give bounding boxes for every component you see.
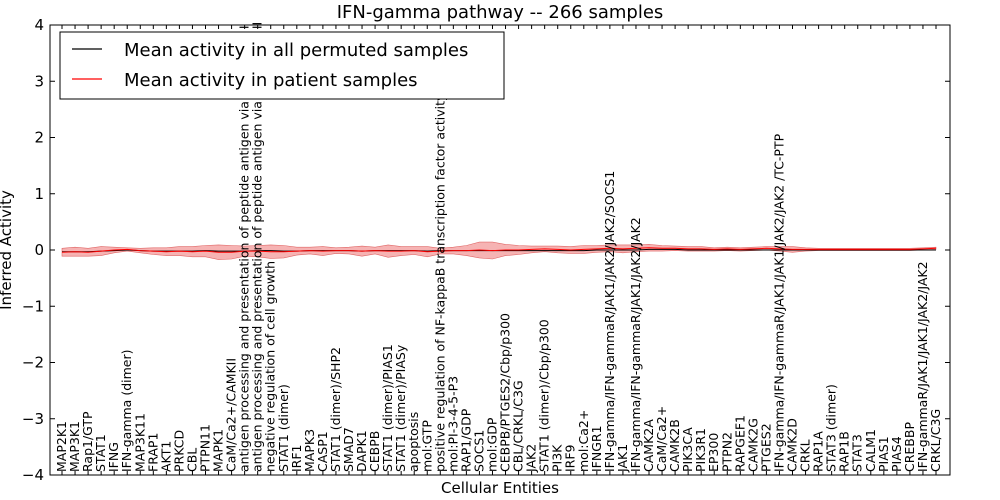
- x-tick-label: IFNGR1: [589, 425, 604, 472]
- x-tick-label: IFN-gamma/IFN-gammaR/JAK1/JAK2/JAK2: [628, 217, 643, 472]
- x-tick-label: PIK3R1: [693, 428, 708, 472]
- x-tick-label: DAPK1: [354, 430, 369, 472]
- y-tick-label: −2: [22, 354, 44, 372]
- x-tick-label: IFN-gamma/IFN-gammaR/JAK1/JAK2/JAK2/SOCS…: [602, 171, 617, 472]
- x-tick-label: IFN-gamma (dimer): [119, 350, 134, 473]
- x-tick-label: SMAD7: [341, 427, 356, 472]
- x-tick-label: IFN-gammaR/JAK1/JAK1/JAK2/JAK2: [915, 261, 930, 472]
- x-tick-label: antigen processing and presentation of p…: [237, 25, 252, 472]
- x-tick-label: STAT1 (dimer)/SHP2: [328, 347, 343, 472]
- x-tick-label: RAP1B: [837, 431, 852, 472]
- x-tick-label: STAT1 (dimer)/PIAS1: [380, 344, 395, 472]
- series-patient-line: [61, 247, 937, 253]
- x-tick-label: FRAP1: [145, 433, 160, 472]
- y-tick-label: 4: [34, 16, 44, 34]
- y-tick-label: −1: [22, 297, 44, 315]
- x-tick-label: negative regulation of cell growth: [263, 261, 278, 472]
- x-tick-label: RAPGEF1: [732, 415, 747, 472]
- x-tick-label: STAT1: [93, 434, 108, 472]
- x-axis-label: Cellular Entities: [441, 479, 559, 497]
- x-tick-label: JAK2: [524, 444, 539, 473]
- x-tick-label: MAPK3: [302, 429, 317, 472]
- x-tick-label: CAMK2B: [667, 419, 682, 472]
- x-axis: [61, 25, 937, 475]
- x-tick-label: MAP3K1: [67, 421, 82, 472]
- x-tick-label: MAPK1: [211, 429, 226, 472]
- x-tick-label: STAT1 (dimer)/Cbp/p300: [537, 319, 552, 472]
- x-tick-label: CBL/CRKL/C3G: [511, 380, 526, 472]
- x-tick-label: AKT1: [158, 441, 173, 472]
- x-tick-label: STAT1 (dimer): [276, 384, 291, 472]
- x-tick-label: CRKL: [798, 439, 813, 472]
- x-tick-label: PTGES2: [758, 423, 773, 472]
- x-tick-label: STAT1 (dimer)/PIASy: [393, 344, 408, 472]
- x-tick-label: SOCS1: [471, 430, 486, 472]
- y-tick-label: 2: [34, 129, 44, 147]
- x-tick-label: CALM1: [863, 429, 878, 472]
- x-tick-label: CAMK2G: [745, 418, 760, 472]
- x-tick-label: IRF1: [289, 444, 304, 472]
- x-tick-label: STAT3 (dimer): [824, 384, 839, 472]
- y-tick-label: −4: [22, 466, 44, 484]
- x-tick-label: mol:Ca2+: [576, 410, 591, 472]
- x-tick-label: CAMK2A: [641, 419, 656, 472]
- x-tick-label: PIAS4: [889, 436, 904, 472]
- x-tick-label: CaM/Ca2+: [654, 406, 669, 472]
- x-tick-label: STAT3: [850, 434, 865, 472]
- x-tick-label: MAP3K11: [132, 413, 147, 472]
- x-tick-label: CRKL/C3G: [928, 409, 943, 472]
- x-tick-label: PI3K: [550, 444, 565, 472]
- x-tick-label: RAP1A: [811, 431, 826, 472]
- x-tick-label: CAMK2D: [785, 418, 800, 472]
- x-tick-label: JAK1: [615, 444, 630, 473]
- x-tick-label: mol:GTP: [419, 420, 434, 472]
- x-tick-label: EP300: [706, 433, 721, 472]
- legend-patient-label: Mean activity in patient samples: [124, 70, 418, 91]
- x-tick-label: Rap1/GTP: [80, 411, 95, 472]
- line-layer: [61, 247, 937, 253]
- legend-frame: [59, 31, 505, 100]
- y-tick-label: 1: [34, 185, 44, 203]
- x-tick-label: CaM/Ca2+/CAMKII: [224, 358, 239, 472]
- x-tick-label: mol:PI-3-4-5-P3: [445, 376, 460, 472]
- y-tick-label: 0: [34, 241, 44, 259]
- x-tick-label: IFN-gamma/IFN-gammaR/JAK1/JAK1/JAK2/JAK2…: [772, 133, 787, 472]
- x-tick-label: CASP1: [315, 431, 330, 472]
- x-tick-label: CEBPB/PTGES2/Cbp/p300: [498, 313, 513, 472]
- x-tick-label: RAP1/GDP: [458, 408, 473, 472]
- x-tick-label: PTPN2: [719, 432, 734, 472]
- x-tick-label: mol:GDP: [485, 417, 500, 472]
- chart-title: IFN-gamma pathway -- 266 samples: [337, 2, 664, 23]
- y-tick-label: 3: [34, 72, 44, 90]
- x-tick-label: PTPN11: [198, 424, 213, 472]
- y-axis-label: Inferred Activity: [0, 190, 15, 310]
- y-tick-label: −3: [22, 410, 44, 428]
- x-tick-label: IFNG: [106, 442, 121, 472]
- x-tick-label: positive regulation of NF-kappaB transcr…: [432, 93, 447, 472]
- y-axis: 4 3 2 1 0 −1 −2 −3 −4: [22, 16, 950, 484]
- x-tick-label: CEBPB: [367, 431, 382, 472]
- x-tick-label: IRF9: [563, 444, 578, 472]
- legend-permuted-label: Mean activity in all permuted samples: [124, 40, 468, 61]
- x-tick-label: PIK3CA: [680, 427, 695, 472]
- x-tick-label: antigen processing and presentation of p…: [250, 22, 265, 472]
- x-tick-label: CBL: [184, 448, 199, 472]
- x-tick-label: CREBBP: [902, 422, 917, 472]
- x-tick-label: PRKCD: [171, 430, 186, 472]
- x-tick-label: apoptosis: [406, 412, 421, 472]
- x-tick-label: MAP2K1: [54, 421, 69, 472]
- x-tick-label: PIAS1: [876, 436, 891, 472]
- legend: Mean activity in all permuted samples Me…: [59, 31, 505, 100]
